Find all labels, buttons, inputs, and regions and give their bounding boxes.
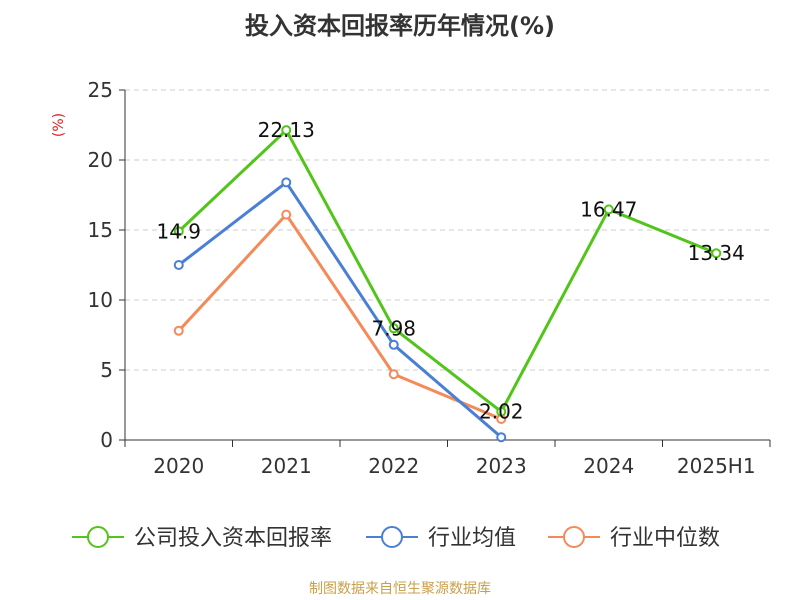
data-point — [603, 204, 614, 215]
data-point — [173, 260, 184, 270]
axes: 0 5 10 15 20 25 2020 2021 2022 2023 2024 2025H1 — [88, 78, 771, 478]
y-tick-label: 10 — [88, 288, 113, 312]
data-point — [281, 177, 292, 188]
y-axis-label: (%) — [51, 113, 67, 137]
legend-marker — [87, 526, 109, 548]
data-point — [388, 369, 399, 380]
data-point — [173, 325, 184, 336]
legend-label: 公司投入资本回报率 — [134, 526, 332, 551]
y-tick-label: 15 — [88, 218, 113, 242]
x-tick-label: 2025H1 — [677, 454, 756, 478]
data-point — [281, 209, 292, 220]
legend-label: 行业中位数 — [610, 526, 720, 551]
data-label: 7.98 — [371, 316, 416, 340]
legend-marker — [563, 526, 585, 548]
data-label: 22.13 — [258, 118, 315, 142]
legend: 公司投入资本回报率 行业均值 行业中位数 — [72, 526, 720, 551]
data-point — [173, 226, 184, 237]
x-tick-label: 2020 — [153, 454, 204, 478]
series-lines — [173, 125, 722, 443]
y-tick-label: 25 — [88, 78, 113, 102]
x-tick-label: 2023 — [476, 454, 527, 478]
series-line — [177, 180, 503, 439]
grid-lines — [125, 89, 770, 371]
data-label: 2.02 — [479, 400, 524, 424]
data-label: 14.9 — [156, 219, 201, 243]
data-label: 13.34 — [688, 241, 745, 265]
data-point — [388, 323, 399, 334]
legend-marker — [381, 526, 403, 548]
data-point — [711, 248, 722, 259]
data-labels: 14.9 22.13 7.98 2.02 16.47 13.34 — [156, 118, 744, 424]
source-footer: 制图数据来自恒生聚源数据库 — [309, 581, 491, 597]
data-label: 16.47 — [580, 197, 637, 221]
data-point — [496, 406, 507, 417]
legend-label: 行业均值 — [428, 526, 516, 551]
y-tick-label: 5 — [100, 358, 113, 382]
y-tick-label: 20 — [88, 148, 113, 172]
series-line — [177, 128, 717, 414]
x-tick-label: 2021 — [261, 454, 312, 478]
chart-title: 投入资本回报率历年情况(%) — [245, 12, 555, 40]
x-tick-label: 2024 — [583, 454, 634, 478]
series-line — [177, 213, 502, 421]
data-point — [281, 125, 292, 136]
data-point — [388, 339, 399, 350]
data-point — [496, 432, 507, 443]
y-tick-label: 0 — [100, 428, 113, 452]
x-tick-label: 2022 — [368, 454, 419, 478]
